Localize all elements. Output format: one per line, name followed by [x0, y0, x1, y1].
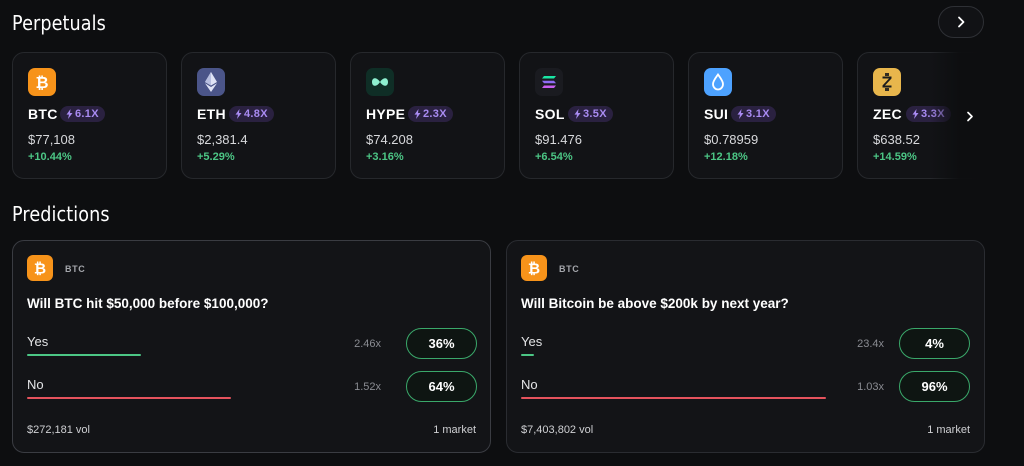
leverage-badge: 4.8X — [229, 106, 274, 122]
perp-card-eth[interactable]: ETH 4.8X $2,381.4 +5.29% — [181, 52, 336, 179]
prediction-card[interactable]: ₿ BTC Will BTC hit $50,000 before $100,0… — [12, 240, 491, 453]
perp-card-btc[interactable]: ₿ BTC 6.1X $77,108 +10.44% — [12, 52, 167, 179]
prediction-question: Will Bitcoin be above $200k by next year… — [521, 296, 789, 311]
perp-card-sol[interactable]: SOL 3.5X $91.476 +6.54% — [519, 52, 674, 179]
option-yes-label: Yes — [27, 334, 49, 349]
predictions-title: Predictions — [12, 202, 110, 226]
perpetuals-carousel[interactable]: ₿ BTC 6.1X $77,108 +10.44% ETH 4.8X $2,3… — [12, 52, 980, 179]
prediction-question: Will BTC hit $50,000 before $100,000? — [27, 296, 269, 311]
lightning-icon — [235, 109, 242, 119]
carousel-scroll-right-button[interactable] — [960, 106, 980, 126]
perp-price: $2,381.4 — [197, 132, 248, 147]
leverage-value: 6.1X — [75, 108, 99, 120]
svg-text:₿: ₿ — [35, 73, 48, 91]
bitcoin-icon: ₿ — [28, 68, 56, 96]
perp-price: $74.208 — [366, 132, 413, 147]
lightning-icon — [737, 109, 744, 119]
perp-ticker: SOL — [535, 106, 565, 122]
perp-price: $638.52 — [873, 132, 920, 147]
prediction-markets-count: 1 market — [433, 424, 476, 436]
leverage-value: 3.1X — [746, 108, 770, 120]
prediction-markets-count: 1 market — [927, 424, 970, 436]
chevron-right-icon — [958, 16, 965, 28]
lightning-icon — [414, 109, 421, 119]
perp-card-hype[interactable]: HYPE 2.3X $74.208 +3.16% — [350, 52, 505, 179]
leverage-badge: 3.1X — [731, 106, 776, 122]
perp-change: +6.54% — [535, 151, 573, 163]
option-yes-bar — [27, 354, 141, 356]
option-no-label: No — [521, 377, 538, 392]
option-no-multiplier: 1.52x — [354, 381, 381, 393]
option-yes-button[interactable]: 4% — [899, 328, 970, 359]
leverage-badge: 3.3X — [906, 106, 951, 122]
perpetuals-title: Perpetuals — [12, 11, 106, 35]
svg-text:₿: ₿ — [34, 260, 46, 276]
bitcoin-icon: ₿ — [521, 255, 547, 281]
perp-ticker: BTC — [28, 106, 58, 122]
option-yes-multiplier: 23.4x — [857, 338, 884, 350]
perp-change: +5.29% — [197, 151, 235, 163]
leverage-value: 3.3X — [921, 108, 945, 120]
chevron-right-icon — [967, 111, 973, 121]
lightning-icon — [912, 109, 919, 119]
option-yes-button[interactable]: 36% — [406, 328, 477, 359]
bitcoin-icon: ₿ — [27, 255, 53, 281]
option-yes-label: Yes — [521, 334, 543, 349]
svg-text:₿: ₿ — [528, 260, 540, 276]
option-no-button[interactable]: 96% — [899, 371, 970, 402]
option-no-label: No — [27, 377, 44, 392]
ethereum-icon — [197, 68, 225, 96]
perp-ticker: ETH — [197, 106, 226, 122]
option-no-button[interactable]: 64% — [406, 371, 477, 402]
leverage-badge: 3.5X — [568, 106, 613, 122]
prediction-tag: BTC — [65, 264, 86, 274]
option-no-multiplier: 1.03x — [857, 381, 884, 393]
perp-change: +12.18% — [704, 151, 748, 163]
option-no-bar — [27, 397, 231, 399]
option-yes-multiplier: 2.46x — [354, 338, 381, 350]
perp-change: +10.44% — [28, 151, 72, 163]
perp-ticker: SUI — [704, 106, 729, 122]
perp-price: $91.476 — [535, 132, 582, 147]
solana-icon — [535, 68, 563, 96]
prediction-volume: $272,181 vol — [27, 424, 90, 436]
lightning-icon — [66, 109, 73, 119]
prediction-tag: BTC — [559, 264, 580, 274]
perp-change: +14.59% — [873, 151, 917, 163]
leverage-value: 3.5X — [583, 108, 607, 120]
perp-card-sui[interactable]: SUI 3.1X $0.78959 +12.18% — [688, 52, 843, 179]
prediction-volume: $7,403,802 vol — [521, 424, 594, 436]
hyperliquid-icon — [366, 68, 394, 96]
leverage-value: 4.8X — [244, 108, 268, 120]
perp-ticker: ZEC — [873, 106, 902, 122]
perp-price: $77,108 — [28, 132, 75, 147]
leverage-badge: 6.1X — [60, 106, 105, 122]
perpetuals-next-button[interactable] — [938, 6, 984, 38]
perp-ticker: HYPE — [366, 106, 406, 122]
sui-icon — [704, 68, 732, 96]
prediction-card[interactable]: ₿ BTC Will Bitcoin be above $200k by nex… — [506, 240, 985, 453]
option-no-bar — [521, 397, 826, 399]
lightning-icon — [574, 109, 581, 119]
perp-change: +3.16% — [366, 151, 404, 163]
zcash-icon — [873, 68, 901, 96]
option-yes-bar — [521, 354, 534, 356]
perp-price: $0.78959 — [704, 132, 759, 147]
leverage-badge: 2.3X — [408, 106, 453, 122]
leverage-value: 2.3X — [423, 108, 447, 120]
